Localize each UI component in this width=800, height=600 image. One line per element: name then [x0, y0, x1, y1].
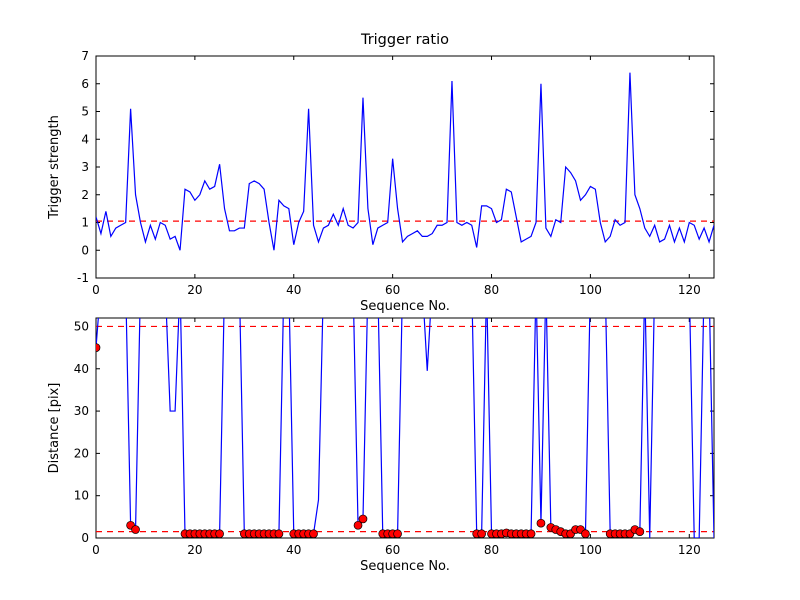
x-tick-label: 60	[385, 543, 400, 557]
data-marker	[358, 514, 368, 524]
x-tick-label: 80	[484, 543, 499, 557]
x-tick-label: 60	[385, 283, 400, 297]
y-axis-label: Trigger strength	[47, 115, 62, 220]
x-tick-label: 20	[187, 543, 202, 557]
data-marker	[393, 529, 402, 538]
x-tick-label: 120	[678, 543, 701, 557]
x-tick-label: 40	[286, 543, 301, 557]
data-marker	[309, 529, 318, 538]
y-tick-label: 6	[81, 77, 89, 91]
y-axis-label: Distance [pix]	[47, 383, 62, 474]
y-tick-label: 1	[81, 216, 89, 230]
x-axis-label: Sequence No.	[360, 299, 450, 314]
y-tick-label: 3	[81, 160, 89, 174]
data-marker	[131, 525, 140, 534]
x-tick-label: 40	[286, 283, 301, 297]
data-marker	[353, 520, 363, 530]
y-tick-label: 20	[74, 446, 89, 460]
y-tick-label: 10	[74, 489, 89, 503]
data-marker	[274, 529, 284, 538]
axes-frame	[95, 317, 715, 539]
x-tick-label: 100	[579, 543, 602, 557]
y-tick-label: 50	[74, 319, 89, 333]
data-marker	[477, 529, 486, 538]
data-line	[96, 318, 714, 538]
y-tick-label: 40	[74, 362, 89, 376]
x-tick-label: 120	[678, 283, 701, 297]
data-marker	[635, 527, 645, 537]
chart-title: Trigger ratio	[360, 32, 449, 48]
data-marker	[581, 529, 590, 538]
y-tick-label: -1	[77, 271, 89, 285]
data-marker	[215, 529, 224, 538]
axes-frame	[95, 55, 715, 279]
data-line	[96, 72, 714, 251]
y-tick-label: 0	[81, 243, 89, 257]
data-marker	[526, 529, 536, 538]
y-tick-label: 7	[81, 49, 89, 63]
x-tick-label: 80	[484, 283, 499, 297]
data-marker	[536, 518, 546, 528]
x-axis-label: Sequence No.	[360, 559, 450, 574]
y-tick-label: 4	[81, 132, 89, 146]
x-tick-label: 20	[187, 283, 202, 297]
y-tick-label: 5	[81, 105, 89, 119]
y-tick-label: 2	[81, 188, 89, 202]
x-tick-label: 0	[92, 543, 100, 557]
x-tick-label: 0	[92, 283, 100, 297]
y-tick-label: 0	[81, 531, 89, 545]
data-marker	[96, 343, 101, 352]
y-tick-label: 30	[74, 404, 89, 418]
x-tick-label: 100	[579, 283, 602, 297]
